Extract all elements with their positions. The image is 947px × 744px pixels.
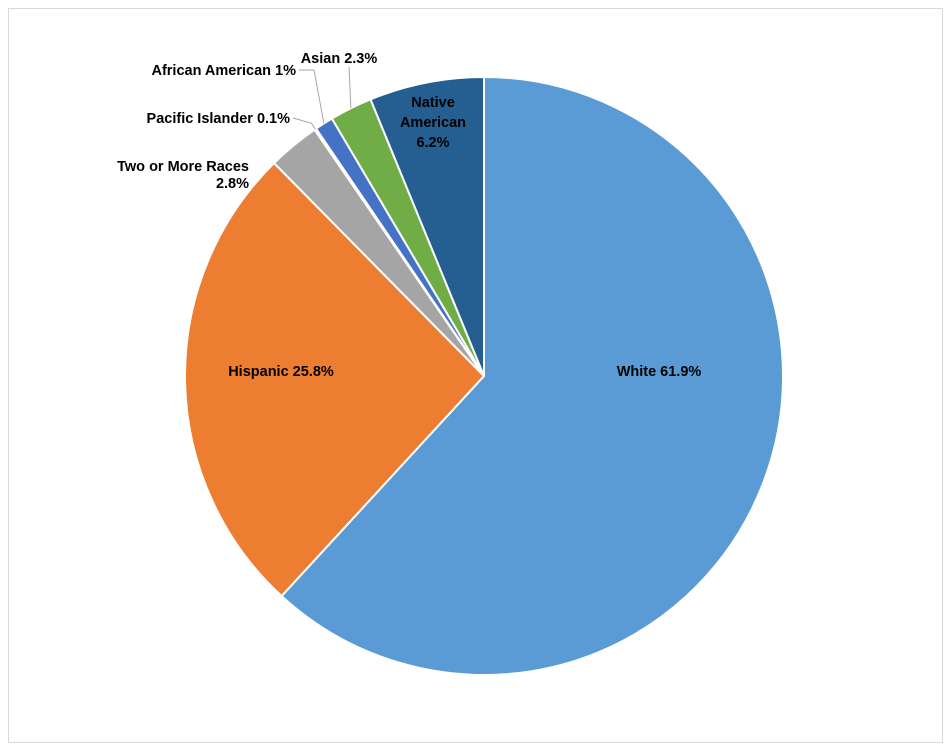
- pie-slice-white: [280, 75, 784, 676]
- data-label-two-or-more-races: Two or More Races 2.8%: [117, 159, 249, 192]
- pie-chart: White 61.9% Hispanic 25.8% Two or More Rac…: [117, 51, 784, 676]
- data-label-native-american: Native American 6.2%: [400, 95, 466, 151]
- data-label-white: White 61.9%: [617, 364, 702, 380]
- pie-slice-native-american: [369, 75, 485, 377]
- leader-line-african-american: [299, 69, 325, 124]
- leader-line-pacific-islander: [292, 117, 316, 130]
- data-label-pacific-islander: Pacific Islander 0.1%: [147, 111, 291, 127]
- chart-frame: White 61.9% Hispanic 25.8% Two or More Rac…: [8, 8, 943, 743]
- pie-slice-hispanic: [184, 161, 486, 598]
- data-label-african-american: African American 1%: [151, 63, 296, 79]
- data-label-asian: Asian 2.3%: [301, 51, 378, 67]
- data-label-hispanic: Hispanic 25.8%: [228, 364, 334, 380]
- leader-line-asian: [348, 66, 352, 109]
